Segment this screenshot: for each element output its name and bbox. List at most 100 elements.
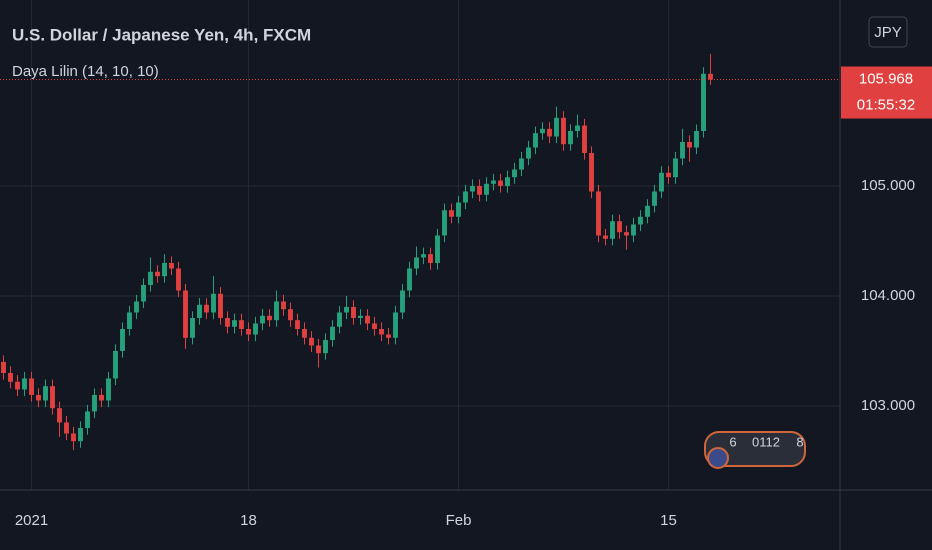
candle-body: [106, 378, 111, 401]
candle-body: [694, 130, 699, 148]
candle-body: [477, 185, 482, 195]
currency-label[interactable]: JPY: [874, 24, 902, 41]
candle-body: [470, 185, 475, 192]
candle-body: [701, 73, 706, 131]
candle-body: [316, 345, 321, 354]
candle-body: [596, 191, 601, 236]
currency-button[interactable]: [868, 16, 908, 48]
candle-body: [260, 315, 265, 324]
candle-body: [344, 306, 349, 313]
x-tick-label: 15: [660, 512, 677, 529]
x-tick-label: 18: [240, 512, 257, 529]
candle-body: [190, 317, 195, 338]
candle-body: [15, 381, 20, 390]
axes: 103.000 104.000 105.000 2021 18 Feb 15 105.968 0…: [0, 66, 932, 529]
candle-body: [379, 328, 384, 335]
candle-body: [533, 133, 538, 148]
candle-body: [624, 232, 629, 236]
candle-body: [386, 334, 391, 338]
candle-body: [169, 262, 174, 269]
candle-body: [414, 257, 419, 269]
candle-body: [225, 317, 230, 327]
candle-body: [659, 172, 664, 192]
flag-icon: [707, 447, 729, 469]
candle-body: [155, 271, 160, 277]
candle-body: [78, 427, 83, 442]
candle-body: [442, 210, 447, 236]
candle-body: [687, 141, 692, 148]
candle-body: [162, 262, 167, 277]
candle-body: [561, 117, 566, 145]
candle-body: [631, 224, 636, 236]
candle-body: [568, 130, 573, 145]
candle-body: [484, 183, 489, 195]
candle-body: [393, 312, 398, 338]
candle-body: [323, 339, 328, 354]
candle-body: [204, 304, 209, 313]
candle-body: [302, 328, 307, 338]
y-tick-label: 103.000: [861, 397, 915, 414]
candle-body: [239, 320, 244, 329]
candle-body: [22, 378, 27, 390]
candle-body: [540, 128, 545, 134]
y-tick-label: 105.000: [861, 177, 915, 194]
candle-body: [64, 422, 69, 434]
candle-body: [365, 315, 370, 324]
candle-body: [253, 323, 258, 335]
candle-body: [211, 293, 216, 313]
candle-body: [680, 141, 685, 159]
last-price-label: 105.968: [859, 70, 913, 87]
candle-body: [421, 254, 426, 258]
candle-body: [274, 301, 279, 321]
last-price-box: [841, 66, 932, 93]
candle-body: [99, 394, 104, 401]
candle-body: [1, 361, 6, 373]
candle-body: [71, 433, 76, 442]
candle-body: [463, 191, 468, 203]
candle-body: [330, 326, 335, 340]
x-tick-label: Feb: [446, 512, 472, 529]
candle-body: [57, 408, 62, 423]
candle-body: [50, 386, 55, 409]
candle-body: [141, 284, 146, 302]
candle-body: [638, 216, 643, 225]
candle-body: [554, 117, 559, 137]
x-tick-label: 2021: [15, 512, 48, 529]
candle-body: [666, 172, 671, 178]
candle-body: [246, 328, 251, 335]
candle-body: [610, 221, 615, 239]
candle-body: [456, 202, 461, 217]
candle-body: [547, 128, 552, 137]
candle-body: [708, 73, 713, 80]
candle-body: [449, 210, 454, 217]
candles: [1, 54, 713, 450]
candle-body: [232, 320, 237, 327]
y-tick-label: 104.000: [861, 287, 915, 304]
candle-body: [148, 271, 153, 285]
candle-body: [337, 312, 342, 327]
candle-body: [113, 350, 118, 379]
candle-body: [526, 147, 531, 159]
candle-body: [295, 320, 300, 329]
candle-body: [575, 125, 580, 131]
candle-body: [92, 394, 97, 412]
candle-body: [288, 309, 293, 321]
indicator-label: Daya Lilin (14, 10, 10): [12, 63, 159, 80]
event-badge[interactable]: 6 0112 8: [704, 431, 806, 469]
candle-body: [435, 235, 440, 263]
candle-body: [519, 158, 524, 170]
candle-body: [183, 290, 188, 338]
candle-body: [218, 293, 223, 318]
chart-title: U.S. Dollar / Japanese Yen, 4h, FXCM: [12, 25, 311, 44]
candle-body: [512, 169, 517, 178]
candle-body: [127, 312, 132, 329]
candle-body: [309, 337, 314, 346]
candle-body: [197, 304, 202, 318]
candle-body: [134, 301, 139, 313]
candle-body: [8, 372, 13, 382]
candle-body: [351, 306, 356, 318]
candle-body: [281, 301, 286, 310]
candle-body: [428, 254, 433, 263]
candle-body: [43, 386, 48, 401]
